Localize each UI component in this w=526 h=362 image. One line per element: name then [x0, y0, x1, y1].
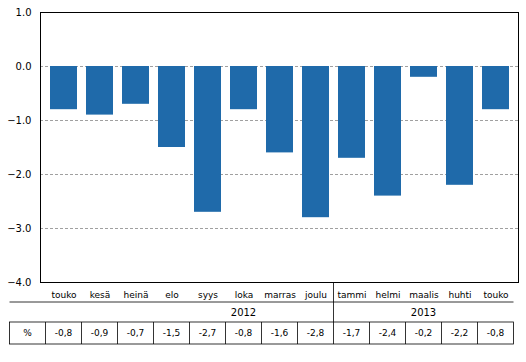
svg-text:−3.0: −3.0 [7, 223, 31, 234]
svg-text:joulu: joulu [304, 290, 327, 300]
svg-text:kesä: kesä [90, 290, 111, 300]
svg-text:-2,2: -2,2 [451, 328, 469, 338]
svg-text:touko: touko [483, 290, 509, 300]
svg-text:touko: touko [51, 290, 77, 300]
svg-text:huhti: huhti [448, 290, 471, 300]
svg-text:-2,4: -2,4 [379, 328, 397, 338]
svg-text:maalis: maalis [409, 290, 439, 300]
svg-text:-2,8: -2,8 [307, 328, 325, 338]
svg-text:%: % [23, 328, 32, 338]
svg-text:1.0: 1.0 [16, 7, 32, 18]
svg-text:0.0: 0.0 [16, 61, 32, 72]
svg-text:marras: marras [264, 290, 296, 300]
svg-text:−4.0: −4.0 [7, 277, 31, 288]
svg-text:-0,8: -0,8 [55, 328, 73, 338]
svg-text:−1.0: −1.0 [7, 115, 31, 126]
svg-text:tammi: tammi [337, 290, 366, 300]
svg-text:-2,7: -2,7 [199, 328, 217, 338]
svg-text:loka: loka [235, 290, 254, 300]
svg-text:-1,5: -1,5 [163, 328, 181, 338]
svg-text:-1,6: -1,6 [271, 328, 289, 338]
svg-text:syys: syys [198, 290, 218, 300]
svg-text:heinä: heinä [124, 290, 149, 300]
svg-text:-0,8: -0,8 [487, 328, 505, 338]
svg-text:2013: 2013 [411, 307, 436, 318]
svg-text:−2.0: −2.0 [7, 169, 31, 180]
svg-text:-0,9: -0,9 [91, 328, 109, 338]
svg-text:elo: elo [165, 290, 179, 300]
svg-text:2012: 2012 [231, 307, 256, 318]
svg-text:helmi: helmi [375, 290, 400, 300]
svg-text:-0,2: -0,2 [415, 328, 433, 338]
svg-text:-1,7: -1,7 [343, 328, 361, 338]
svg-text:-0,8: -0,8 [235, 328, 253, 338]
svg-text:-0,7: -0,7 [127, 328, 145, 338]
